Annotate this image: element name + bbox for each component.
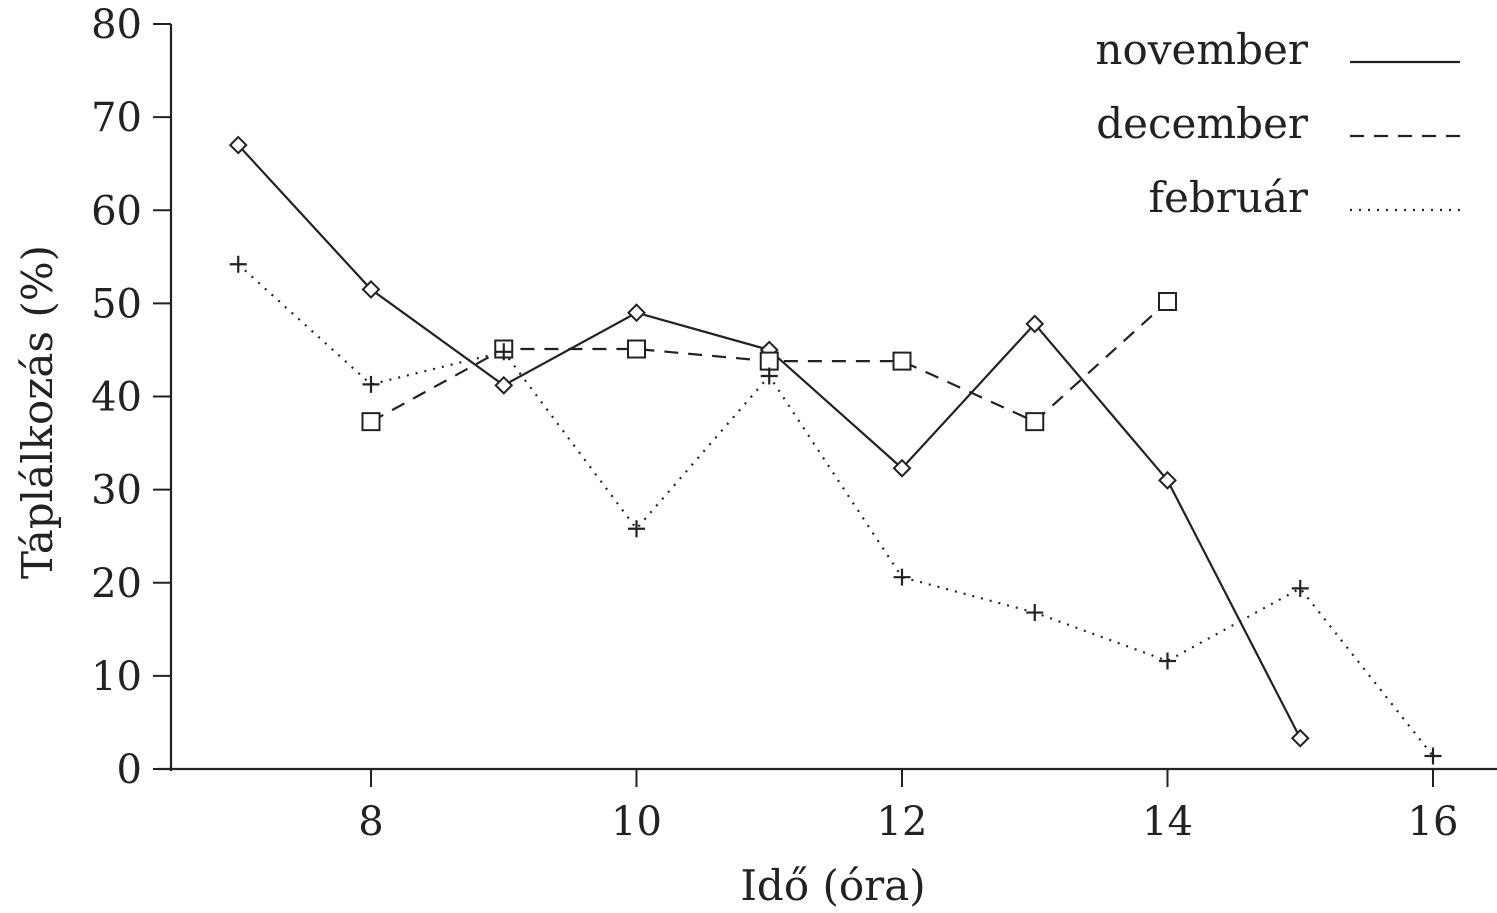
x-tick-label: 10 xyxy=(611,799,662,845)
y-tick-label: 0 xyxy=(117,747,142,793)
series-layer xyxy=(230,137,1442,764)
y-tick-label: 70 xyxy=(91,95,142,141)
series-február xyxy=(230,256,1442,765)
y-tick-label: 40 xyxy=(91,375,142,421)
square-marker xyxy=(363,413,380,430)
square-marker xyxy=(761,353,778,370)
series-november xyxy=(230,137,1308,746)
x-tick-label: 14 xyxy=(1142,799,1193,845)
x-tick-label: 16 xyxy=(1408,799,1459,845)
plus-marker xyxy=(363,376,380,393)
square-marker xyxy=(1159,293,1176,310)
square-marker xyxy=(628,341,645,358)
legend-label: február xyxy=(1148,173,1308,222)
square-marker xyxy=(894,353,911,370)
y-tick-label: 20 xyxy=(91,561,142,607)
plus-marker xyxy=(1292,580,1309,597)
plus-marker xyxy=(1425,747,1442,764)
y-tick-label: 50 xyxy=(91,281,142,327)
diamond-marker xyxy=(496,377,512,393)
plus-marker xyxy=(894,569,911,586)
plus-marker xyxy=(628,520,645,537)
plus-marker xyxy=(1026,604,1043,621)
legend-label: december xyxy=(1096,99,1309,148)
series-line xyxy=(238,264,1433,756)
x-tick-label: 8 xyxy=(358,799,383,845)
legend-label: november xyxy=(1095,25,1308,74)
series-line xyxy=(238,145,1300,738)
y-tick-label: 60 xyxy=(91,188,142,234)
x-axis-title: Idő (óra) xyxy=(740,861,925,910)
plus-marker xyxy=(230,256,247,273)
legend: november december február xyxy=(1095,25,1460,222)
diamond-marker xyxy=(1292,730,1308,746)
series-december xyxy=(363,293,1177,430)
y-tick-label: 30 xyxy=(91,468,142,514)
plus-marker xyxy=(1159,652,1176,669)
y-axis-title: Táplálkozás (%) xyxy=(13,245,62,579)
y-tick-label: 80 xyxy=(91,2,142,48)
y-tick-label: 10 xyxy=(91,654,142,700)
x-tick-label: 12 xyxy=(877,799,928,845)
square-marker xyxy=(1026,413,1043,430)
diamond-marker xyxy=(629,305,645,321)
